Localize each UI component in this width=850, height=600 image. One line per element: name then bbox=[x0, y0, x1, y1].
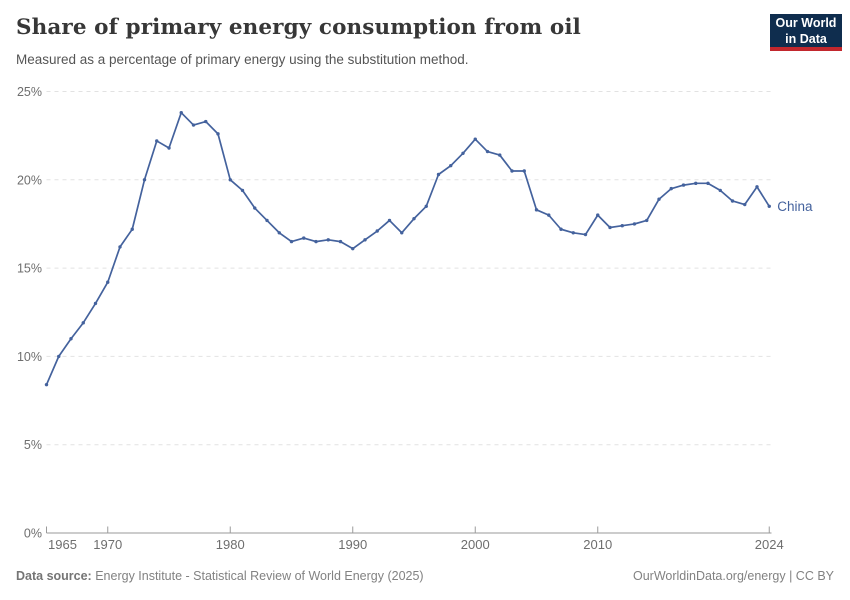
data-point-2017 bbox=[681, 183, 686, 187]
y-tick-label-0pct: 0% bbox=[24, 527, 42, 541]
data-point-1988 bbox=[326, 238, 330, 242]
y-tick-label-10pct: 10% bbox=[17, 350, 42, 364]
chart-footer: Data source: Energy Institute - Statisti… bbox=[16, 569, 834, 583]
data-point-2013 bbox=[632, 222, 637, 226]
data-point-1977 bbox=[191, 123, 196, 127]
x-tick-label-2024: 2024 bbox=[755, 537, 784, 552]
data-point-1966 bbox=[57, 354, 61, 359]
data-point-1968 bbox=[81, 321, 85, 325]
data-point-1992 bbox=[375, 229, 379, 233]
data-source-label: Data source: bbox=[16, 569, 92, 583]
data-point-2010 bbox=[596, 213, 600, 217]
china-series-line[interactable] bbox=[45, 111, 771, 386]
data-point-1982 bbox=[253, 206, 257, 210]
data-point-2005 bbox=[534, 208, 539, 212]
x-tick-label-1970: 1970 bbox=[93, 537, 122, 552]
y-tick-label-25pct: 25% bbox=[17, 85, 42, 99]
owid-logo[interactable]: Our World in Data bbox=[770, 14, 842, 51]
owid-logo-line1: Our World bbox=[775, 16, 837, 30]
data-point-2008 bbox=[571, 231, 575, 235]
data-point-2011 bbox=[608, 225, 612, 230]
data-point-1974 bbox=[155, 139, 159, 143]
data-point-2021 bbox=[730, 199, 735, 203]
data-point-1981 bbox=[240, 188, 245, 193]
data-point-1984 bbox=[277, 231, 281, 235]
x-tick-label-2010: 2010 bbox=[583, 537, 612, 552]
data-point-2006 bbox=[547, 213, 551, 217]
data-point-2012 bbox=[620, 224, 624, 228]
data-point-2016 bbox=[669, 186, 673, 191]
data-point-1985 bbox=[289, 239, 294, 244]
data-point-2022 bbox=[743, 202, 747, 207]
data-point-1978 bbox=[204, 119, 208, 124]
data-point-2018 bbox=[694, 181, 698, 186]
x-tick-label-2000: 2000 bbox=[461, 537, 490, 552]
data-source-value: Energy Institute - Statistical Review of… bbox=[91, 569, 424, 583]
data-point-1973 bbox=[142, 178, 147, 182]
data-point-1987 bbox=[314, 239, 318, 244]
data-point-1976 bbox=[179, 110, 183, 115]
data-point-2007 bbox=[559, 227, 563, 231]
data-point-1993 bbox=[387, 218, 392, 223]
y-tick-label-15pct: 15% bbox=[17, 262, 42, 276]
data-point-1996 bbox=[424, 204, 428, 208]
data-point-1972 bbox=[130, 227, 134, 231]
data-point-1986 bbox=[302, 236, 306, 240]
data-point-1975 bbox=[167, 146, 171, 150]
data-point-2023 bbox=[755, 185, 759, 189]
data-point-2009 bbox=[583, 232, 588, 237]
data-point-2001 bbox=[485, 149, 490, 154]
data-point-2019 bbox=[706, 181, 710, 186]
y-tick-label-5pct: 5% bbox=[24, 438, 42, 452]
data-point-2024 bbox=[767, 204, 771, 208]
data-point-1999 bbox=[461, 151, 465, 156]
data-point-1979 bbox=[216, 132, 220, 136]
data-source-text: Data source: Energy Institute - Statisti… bbox=[16, 569, 424, 583]
data-point-1997 bbox=[436, 172, 441, 177]
footer-license-link[interactable]: OurWorldinData.org/energy | CC BY bbox=[633, 569, 834, 583]
footer-link-text: OurWorldinData.org/energy | CC BY bbox=[632, 569, 834, 583]
data-point-1990 bbox=[351, 246, 355, 251]
data-point-1969 bbox=[93, 301, 98, 306]
data-point-2004 bbox=[522, 169, 526, 173]
x-tick-label-1980: 1980 bbox=[216, 537, 245, 552]
data-point-1967 bbox=[69, 337, 73, 341]
chart-subtitle: Measured as a percentage of primary ener… bbox=[16, 52, 469, 67]
data-point-1970 bbox=[106, 280, 110, 284]
data-point-1998 bbox=[449, 163, 453, 168]
data-point-2014 bbox=[645, 218, 649, 223]
data-point-1995 bbox=[412, 216, 416, 221]
data-point-2000 bbox=[473, 137, 477, 141]
x-tick-label-1965: 1965 bbox=[48, 537, 77, 552]
data-point-2003 bbox=[510, 169, 514, 173]
data-point-1983 bbox=[265, 218, 269, 223]
chart-title: Share of primary energy consumption from… bbox=[16, 15, 581, 40]
data-point-1980 bbox=[228, 178, 232, 182]
data-point-1971 bbox=[118, 245, 122, 249]
x-tick-label-1990: 1990 bbox=[338, 537, 367, 552]
data-point-2002 bbox=[498, 153, 502, 157]
entity-label-china[interactable]: China bbox=[777, 199, 813, 214]
data-point-1991 bbox=[363, 238, 367, 242]
data-point-2020 bbox=[718, 188, 722, 193]
data-point-2015 bbox=[657, 197, 661, 201]
data-point-1989 bbox=[338, 239, 343, 244]
y-tick-label-20pct: 20% bbox=[17, 173, 42, 187]
data-point-1994 bbox=[400, 231, 404, 235]
data-point-1965 bbox=[44, 382, 49, 387]
owid-logo-line2: in Data bbox=[785, 31, 827, 46]
